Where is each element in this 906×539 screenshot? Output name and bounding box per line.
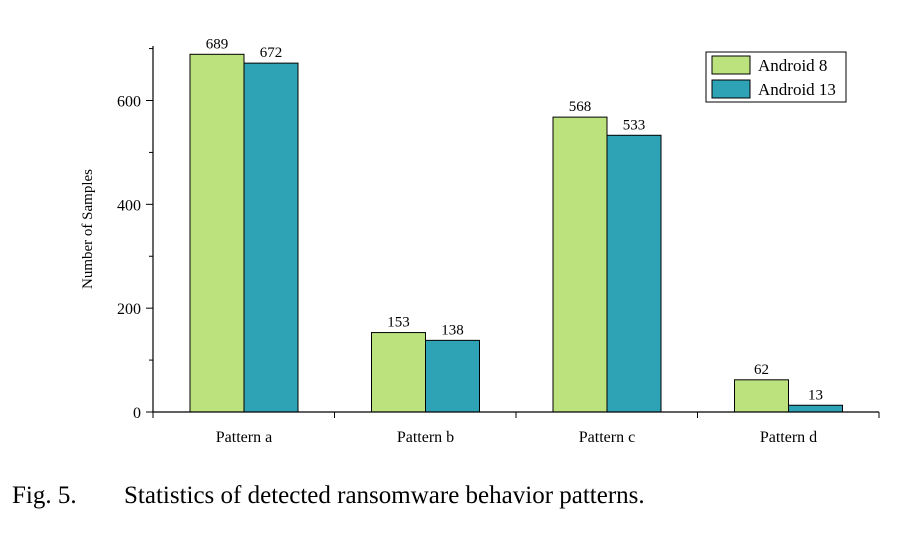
- data-label-android-13-2: 138: [441, 322, 464, 338]
- x-tick-label-4: Pattern d: [760, 429, 817, 446]
- bar-android-13-3: [606, 134, 662, 413]
- y-tick-label-400: 400: [117, 197, 141, 214]
- y-tick-label-0: 0: [133, 405, 141, 422]
- y-tick-label-200: 200: [117, 301, 141, 318]
- legend-label-android-8: Android 8: [758, 56, 827, 75]
- data-label-android-13-3: 533: [623, 117, 646, 133]
- bar-android-8-4: [734, 379, 789, 413]
- legend: Android 8 Android 13: [705, 51, 847, 103]
- data-label-android-13-1: 672: [260, 45, 283, 61]
- bar-android-13-4: [788, 404, 843, 413]
- value-labels-layer: 689 672 153 138 568 533 62 13: [206, 36, 823, 403]
- bar-android-8-3: [552, 116, 608, 413]
- legend-swatch-android-13: [711, 79, 751, 99]
- figure-caption: Fig. 5. Statistics of detected ransomware…: [12, 482, 645, 510]
- legend-swatch-android-8: [711, 55, 751, 75]
- data-label-android-13-4: 13: [808, 387, 823, 403]
- y-axis-label: Number of Samples: [80, 169, 96, 289]
- data-label-android-8-4: 62: [754, 362, 769, 378]
- x-tick-label-1: Pattern a: [216, 429, 272, 446]
- bar-android-8-2: [371, 332, 426, 413]
- bar-android-13-2: [425, 339, 480, 413]
- data-label-android-8-2: 153: [387, 315, 410, 331]
- bar-android-8-1: [189, 53, 245, 413]
- bars-layer: [189, 53, 843, 413]
- figure-caption-text: Statistics of detected ransomware behavi…: [124, 482, 645, 509]
- bar-chart: Pattern a Pattern b Pattern c Pattern d 0 200…: [80, 36, 880, 446]
- x-tick-label-2: Pattern b: [397, 429, 454, 446]
- bar-android-13-1: [243, 62, 299, 413]
- x-tick-label-3: Pattern c: [579, 429, 635, 446]
- data-label-android-8-3: 568: [569, 99, 592, 115]
- ticks-layer: Pattern a Pattern b Pattern c Pattern d 0 200…: [117, 48, 880, 446]
- y-tick-label-600: 600: [117, 94, 141, 111]
- figure-number: Fig. 5.: [12, 482, 77, 509]
- legend-label-android-13: Android 13: [758, 80, 836, 99]
- data-label-android-8-1: 689: [206, 36, 229, 52]
